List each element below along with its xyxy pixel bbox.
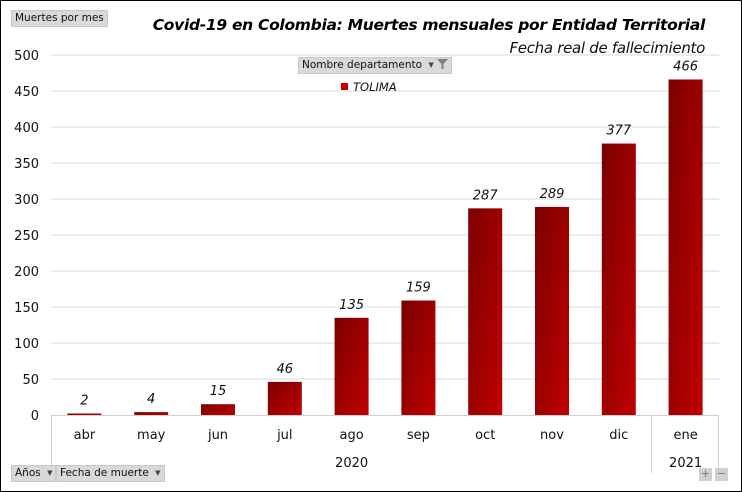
values-field-button[interactable]: Muertes por mes [11,10,108,27]
bar-abr [67,413,102,415]
data-label: 46 [277,362,294,377]
x-tick-label: ago [340,428,364,443]
legend: TOLIMA [341,80,397,94]
data-label: 159 [406,281,431,296]
axis-field-button-years[interactable]: Años ▼ [11,465,57,482]
x-group-label: 2021 [669,456,702,471]
chart-subtitle: Fecha real de fallecimiento [509,39,705,57]
plus-icon: + [700,467,711,480]
y-axis-ticks: 0 50 100 150 200 250 300 350 400 450 500 [14,49,39,424]
legend-swatch [341,83,348,90]
chart-title: Covid-19 en Colombia: Muertes mensuales … [152,16,706,34]
dropdown-arrow-icon: ▼ [47,469,53,477]
y-tick-label: 500 [14,49,39,64]
filter-field-label: Nombre departamento [302,59,423,71]
bar-jun [201,404,235,415]
bar-jul [267,381,302,415]
data-label: 4 [147,392,155,407]
data-label: 2 [80,394,88,409]
x-tick-label: oct [475,428,495,443]
axis-field-button-date[interactable]: Fecha de muerte ▼ [56,465,165,482]
data-label: 466 [673,59,698,74]
data-label: 287 [473,188,499,203]
y-tick-label: 200 [14,265,39,280]
y-tick-label: 250 [14,229,39,244]
bar-ene [668,79,703,415]
bars [67,79,703,415]
bar-sep [401,300,436,415]
y-tick-label: 300 [14,193,39,208]
x-tick-label: nov [540,428,564,443]
data-label: 15 [210,384,227,399]
x-tick-label: may [137,428,166,443]
dropdown-arrow-icon: ▼ [428,61,434,69]
y-tick-label: 350 [14,157,39,172]
data-labels: 2 4 15 46 135 159 287 289 377 466 [80,59,698,408]
values-field-label: Muertes por mes [15,12,104,24]
minus-icon: − [716,467,727,480]
x-group-label: 2020 [335,456,368,471]
data-label: 377 [606,124,632,139]
bar-oct [468,208,503,415]
x-tick-label: ene [673,428,697,443]
filter-funnel-icon [437,59,449,69]
axis-field-label: Años [15,467,41,479]
bar-nov [535,206,569,415]
x-tick-label: dic [609,428,628,443]
axis-field-label: Fecha de muerte [60,467,149,479]
y-tick-label: 450 [14,85,39,100]
x-tick-label: jun [207,428,228,443]
filter-field-button[interactable]: Nombre departamento ▼ [298,57,453,74]
y-tick-label: 150 [14,301,39,316]
x-tick-label: jul [276,428,292,443]
x-tick-label: sep [407,428,430,443]
legend-label: TOLIMA [353,80,397,94]
bar-ago [334,317,369,415]
x-axis: abr may jun jul ago sep oct nov dic ene 2020 2021 [51,415,719,473]
expand-field-button[interactable]: + [699,468,712,481]
data-label: 289 [540,187,565,202]
y-tick-label: 0 [31,409,39,424]
collapse-field-button[interactable]: − [715,468,728,481]
data-label: 135 [339,298,364,313]
y-tick-label: 50 [22,373,39,388]
bar-dic [601,143,636,415]
x-tick-label: abr [74,428,96,443]
y-tick-label: 100 [14,337,39,352]
dropdown-arrow-icon: ▼ [155,469,161,477]
bar-may [134,412,169,415]
y-tick-label: 400 [14,121,39,136]
